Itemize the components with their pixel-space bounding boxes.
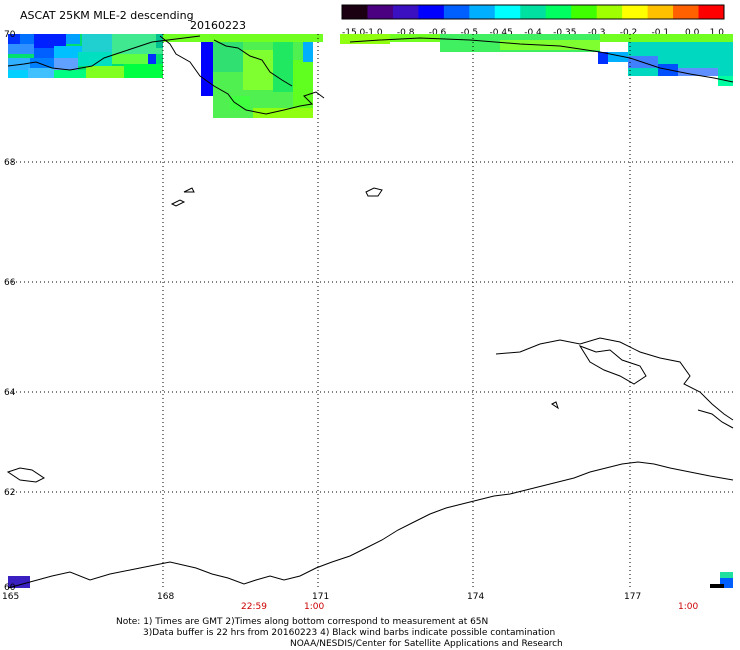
lat-label-64: 64 — [4, 388, 16, 398]
color-scale-label: -0.2 — [620, 28, 638, 38]
color-scale-swatch — [545, 5, 572, 19]
color-scale-swatch — [622, 5, 649, 19]
color-scale-labels: -15.0 -1.0 -0.8 -0.6 -0.5 -0.45 -0.4 -0.35 -0.3 -… — [342, 28, 724, 38]
note-line-3: NOAA/NESDIS/Center for Satellite Applica… — [290, 639, 563, 649]
lat-label-62: 62 — [4, 488, 15, 498]
lon-labels: 165 168 171 174 177 — [2, 592, 641, 602]
color-scale-label: -0.1 — [652, 28, 670, 38]
note-line-1: Note: 1) Times are GMT 2)Times along bot… — [116, 617, 489, 627]
color-scale-label: -0.3 — [588, 28, 606, 38]
coastlines — [6, 35, 734, 589]
color-scale-label: -0.4 — [524, 28, 542, 38]
lon-label-174: 174 — [467, 592, 484, 602]
product-title: ASCAT 25KM MLE-2 descending — [20, 9, 194, 22]
lat-labels: 70 68 66 64 62 60 — [4, 30, 16, 593]
lon-label-168: 168 — [157, 592, 174, 602]
swath-data-right — [340, 34, 733, 86]
lat-label-68: 68 — [4, 158, 16, 168]
lat-label-60: 60 — [4, 583, 16, 593]
time-label-1: 22:59 — [241, 602, 267, 612]
color-scale-label: -0.45 — [490, 28, 513, 38]
lat-label-70: 70 — [4, 30, 16, 40]
color-scale-swatch — [443, 5, 470, 19]
color-scale-swatch — [418, 5, 445, 19]
color-scale-swatch — [520, 5, 547, 19]
color-scale-label: -0.5 — [461, 28, 479, 38]
color-scale-label: -0.8 — [397, 28, 415, 38]
color-scale-swatch — [698, 5, 725, 19]
color-scale-bar — [341, 4, 725, 20]
color-scale-border — [341, 4, 725, 20]
product-date: 20160223 — [190, 19, 246, 32]
color-scale-label: -0.6 — [429, 28, 447, 38]
color-scale-swatch — [647, 5, 674, 19]
swath-data-bottom — [8, 572, 733, 588]
color-scale-swatch — [571, 5, 598, 19]
color-scale-swatch — [469, 5, 496, 19]
color-scale-swatch — [596, 5, 623, 19]
color-scale-swatch — [367, 5, 394, 19]
lon-label-171: 171 — [312, 592, 329, 602]
color-scale-label: -1.0 — [365, 28, 383, 38]
color-scale-swatch — [392, 5, 419, 19]
time-label-3: 1:00 — [678, 602, 698, 612]
color-scale-label: 1.0 — [710, 28, 725, 38]
note-line-2: 3)Data buffer is 22 hrs from 20160223 4)… — [143, 628, 556, 638]
color-scale-swatch — [673, 5, 700, 19]
lon-label-165: 165 — [2, 592, 19, 602]
color-scale-label: -15.0 — [342, 28, 366, 38]
time-labels: 22:59 1:00 1:00 — [241, 602, 698, 612]
swath-data-center — [163, 34, 323, 118]
color-scale-swatch — [494, 5, 521, 19]
swath-data-left — [8, 34, 163, 78]
lat-lon-grid — [8, 34, 733, 588]
color-scale-label: -0.35 — [553, 28, 576, 38]
color-scale-swatch — [342, 5, 368, 19]
time-label-2: 1:00 — [304, 602, 324, 612]
color-scale-label: 0.0 — [685, 28, 700, 38]
lat-label-66: 66 — [4, 278, 16, 288]
lon-label-177: 177 — [624, 592, 641, 602]
